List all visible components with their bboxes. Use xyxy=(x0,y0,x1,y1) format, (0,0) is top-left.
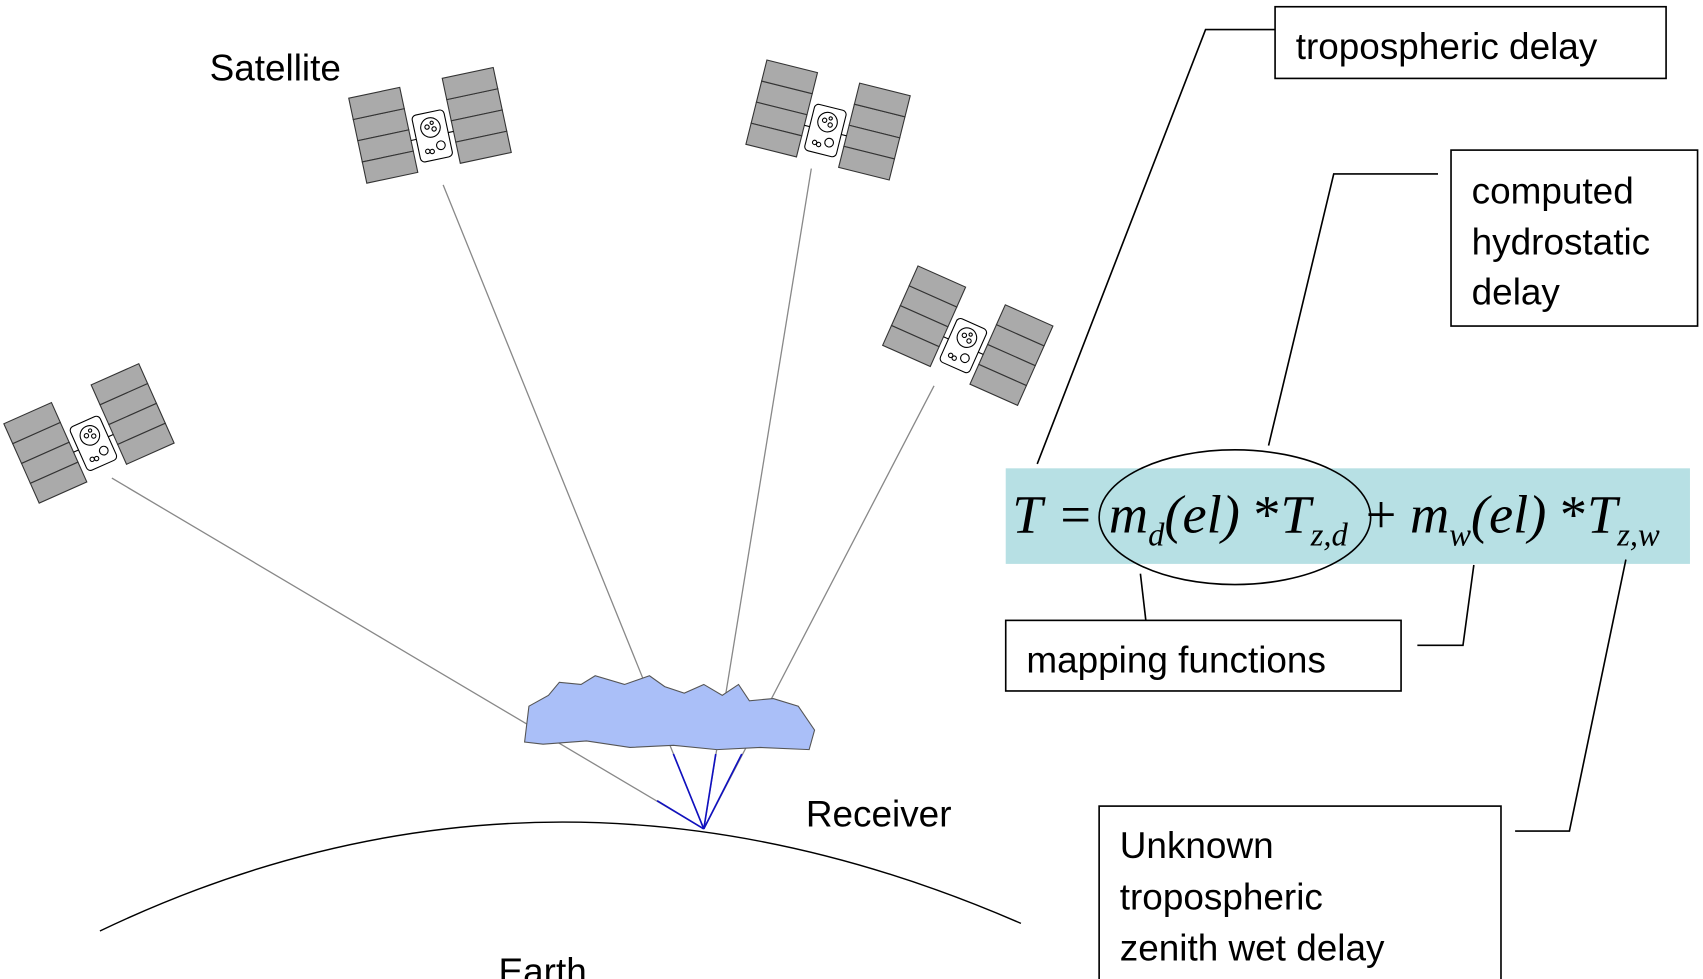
formula-token: (el) xyxy=(1164,484,1239,544)
formula-token: T xyxy=(1281,484,1315,544)
formula-token: z,w xyxy=(1616,517,1660,553)
formula-token: (el) xyxy=(1471,484,1546,544)
earth-label: Earth xyxy=(499,951,587,979)
formula-token: w xyxy=(1449,517,1471,553)
formula-token: m xyxy=(1109,484,1148,544)
earth-surface xyxy=(100,822,1021,931)
satellite-icon xyxy=(746,60,910,180)
leader-line xyxy=(1269,174,1438,446)
leader-line xyxy=(1140,574,1145,621)
callout-text: mapping functions xyxy=(1026,640,1326,681)
satellite-icon xyxy=(349,68,512,184)
callout-text: zenith wet delay xyxy=(1120,927,1385,968)
diagram: Satellite Receiver Earth T = md(el) *Tz,… xyxy=(0,0,1703,979)
callout-text: tropospheric xyxy=(1120,876,1323,917)
callout-text: delay xyxy=(1472,271,1561,312)
formula-token: m xyxy=(1410,484,1449,544)
leader-line xyxy=(1417,565,1473,645)
leader-line xyxy=(1515,560,1626,832)
satellite-icon xyxy=(883,266,1053,405)
formula-token: = xyxy=(1060,484,1091,544)
callout-text: tropospheric delay xyxy=(1296,26,1598,67)
callout-text: computed xyxy=(1472,170,1634,211)
formula-token: * xyxy=(1253,484,1280,544)
cloud xyxy=(525,676,815,750)
leader-line xyxy=(1037,30,1275,464)
formula-token: T xyxy=(1587,484,1621,544)
callout-text: Unknown xyxy=(1120,825,1274,866)
satellite-icon xyxy=(4,364,174,503)
receiver-label: Receiver xyxy=(806,794,952,835)
formula-token: d xyxy=(1148,517,1165,553)
satellite-label: Satellite xyxy=(210,48,341,89)
formula-token: z,d xyxy=(1310,517,1349,553)
formula-token: T xyxy=(1012,484,1046,544)
callout-text: hydrostatic xyxy=(1472,221,1650,262)
formula-token: * xyxy=(1560,484,1587,544)
